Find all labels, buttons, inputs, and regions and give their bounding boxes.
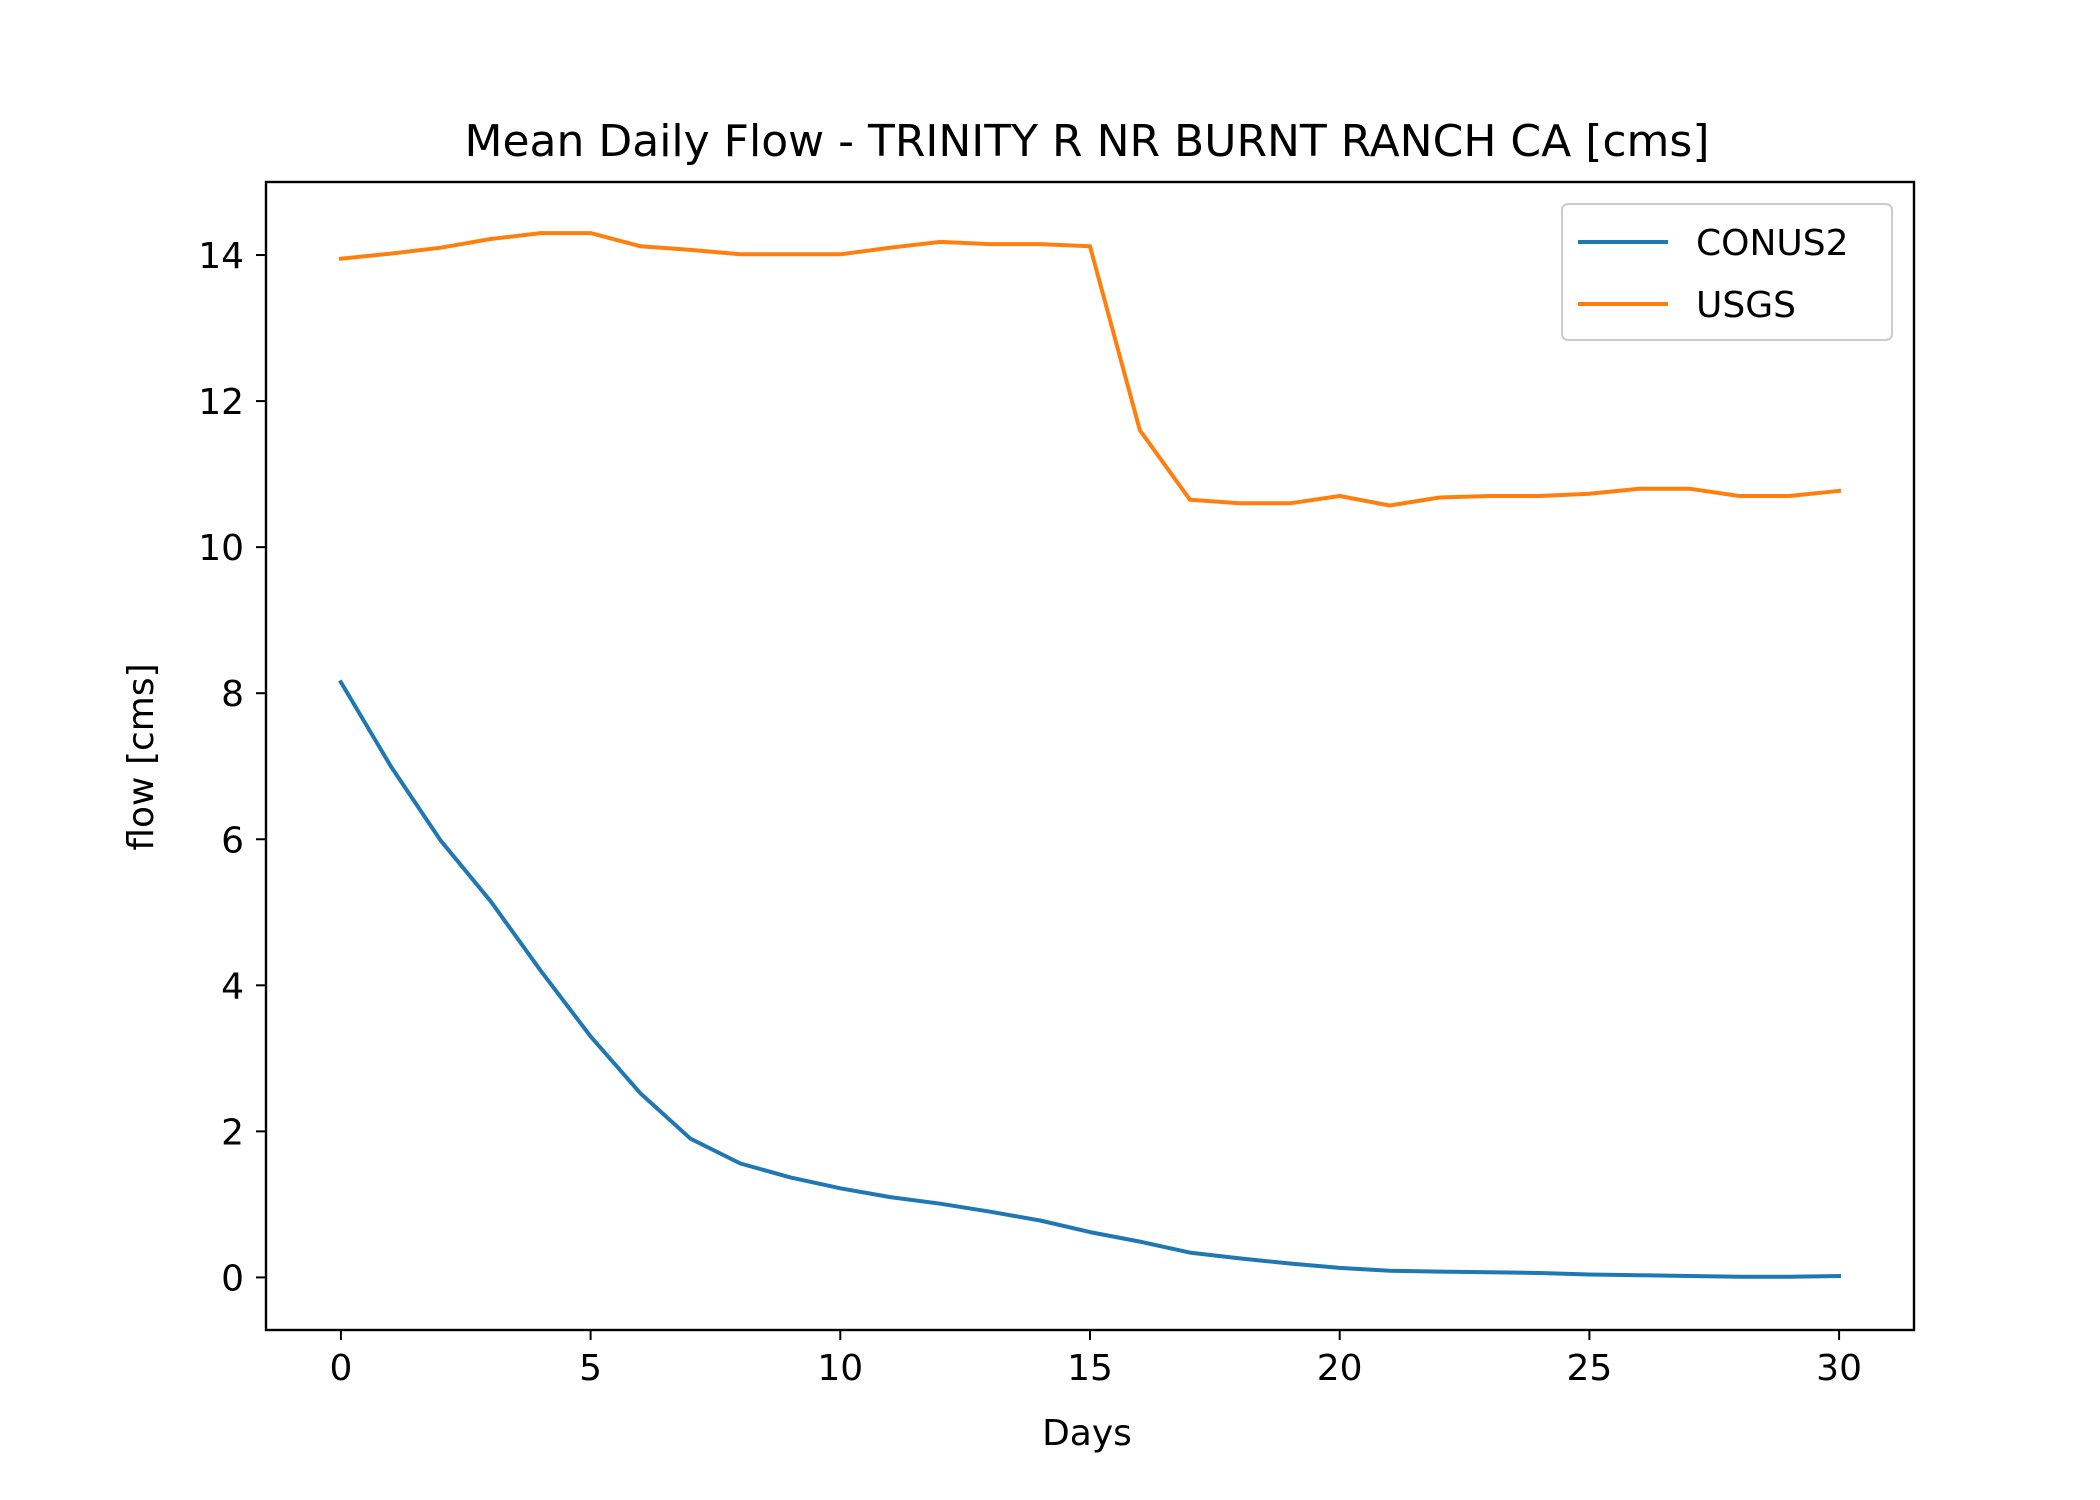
y-tick-label: 6	[221, 820, 244, 861]
y-tick-label: 2	[221, 1112, 244, 1153]
y-tick-label: 0	[221, 1258, 244, 1299]
plot-area: 0 5 10 15 20 25 30 0 2 4 6 8 10 12 14	[198, 180, 1916, 1389]
y-tick-label: 4	[221, 966, 244, 1007]
x-tick-label: 20	[1317, 1348, 1363, 1389]
x-tick-label: 25	[1566, 1348, 1612, 1389]
x-tick-label: 5	[579, 1348, 602, 1389]
legend-label-usgs: USGS	[1696, 285, 1796, 326]
legend: CONUS2 USGS	[1561, 203, 1893, 341]
chart-title: Mean Daily Flow - TRINITY R NR BURNT RAN…	[464, 116, 1709, 167]
series-line-conus2	[338, 679, 1842, 1279]
y-tick-label: 10	[198, 528, 244, 569]
legend-label-conus2: CONUS2	[1696, 223, 1849, 264]
y-tick-label: 14	[198, 236, 244, 277]
x-tick-label: 0	[329, 1348, 352, 1389]
x-tick-label: 10	[817, 1348, 863, 1389]
y-axis-label: flow [cms]	[121, 663, 162, 850]
x-axis-label: Days	[1042, 1413, 1132, 1454]
x-tick-label: 30	[1816, 1348, 1862, 1389]
y-tick-label: 12	[198, 382, 244, 423]
series-line-usgs	[338, 231, 1842, 508]
y-tick-label: 8	[221, 674, 244, 715]
x-tick-label: 15	[1067, 1348, 1113, 1389]
